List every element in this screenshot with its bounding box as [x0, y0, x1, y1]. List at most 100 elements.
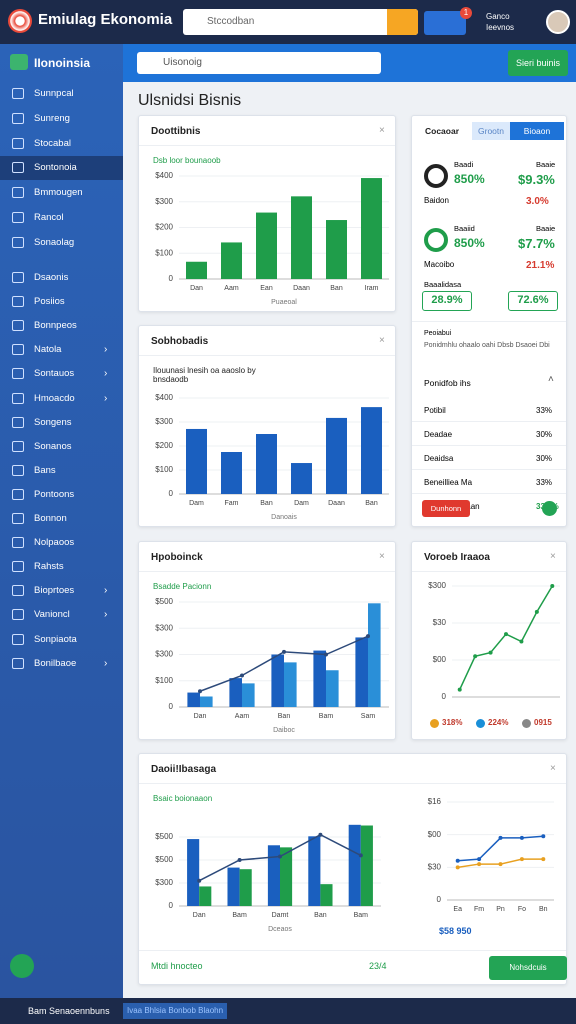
nav-item[interactable]: Posiios: [34, 296, 65, 308]
marker: [550, 584, 555, 588]
card-title: Sobhobadis: [151, 336, 209, 347]
y-tick-label: $400: [155, 393, 173, 402]
marker: [519, 857, 524, 862]
chevron: ›: [104, 609, 108, 621]
x-tick-label: Ea: [453, 906, 462, 913]
primary-button[interactable]: Nohsdcuis: [489, 956, 567, 980]
card: Daoii!Ibasaga × Bsaic boionaaon 0 $300 $500 $5…: [138, 753, 567, 985]
ring: [424, 164, 448, 188]
y-tick-label: $300: [155, 197, 173, 206]
nav-item[interactable]: Nolpaoos: [34, 537, 75, 549]
nav-item[interactable]: Sunreng: [34, 112, 70, 124]
y-tick-label: $00: [433, 655, 447, 664]
search-button[interactable]: [387, 9, 418, 35]
search-box[interactable]: Stccodban: [183, 9, 418, 35]
nav-item[interactable]: Bonilbaoe: [34, 657, 77, 669]
ring: [424, 228, 448, 252]
legend-label: 318%: [442, 718, 463, 727]
nav-item[interactable]: Songens: [34, 416, 72, 428]
toolbar-search[interactable]: Uisonoig: [137, 52, 381, 74]
nav-item[interactable]: Sonanos: [34, 440, 72, 452]
x-tick-label: Sam: [361, 713, 376, 720]
nav-item[interactable]: Natola: [34, 344, 62, 356]
y-tick-label: $200: [155, 223, 173, 232]
marker: [477, 862, 482, 867]
nav-item[interactable]: Bonnpeos: [34, 320, 77, 332]
x-tick-label: Pn: [496, 906, 505, 913]
row-divider: [412, 421, 566, 422]
nav-item[interactable]: Sonpiaota: [34, 633, 77, 645]
chart: 0 $100 $300 $300 $500 Dan Aam Ban Bam Sam Daiboc: [155, 597, 389, 734]
footer-link[interactable]: Ivaa Bhlsia Bonbob Blaohn: [123, 1003, 228, 1019]
close[interactable]: ×: [550, 763, 556, 774]
stat-label: Baaiid: [454, 224, 475, 233]
nav-item[interactable]: Vanioncl: [34, 609, 70, 621]
bar: [271, 654, 284, 707]
sidebar: IIonoinsia Sunnpcal Sunreng Stocabal Sonton…: [0, 44, 123, 998]
y-tick-label: 0: [169, 489, 174, 498]
toolbar-action[interactable]: Sieri buinis: [508, 50, 568, 76]
nav-item[interactable]: Bans: [34, 464, 56, 476]
nav-item[interactable]: Dsaonis: [34, 272, 69, 283]
card-subtitle: Bsadde Pacionn: [153, 582, 212, 591]
card-title: Hpoboinck: [151, 552, 203, 563]
nav-item[interactable]: Rancol: [34, 212, 64, 223]
divider: [412, 321, 566, 322]
logo: Emiulag Ekonomia: [38, 11, 173, 28]
marker: [197, 878, 202, 883]
nav-item[interactable]: Pontoons: [34, 488, 75, 500]
legend-label: 0915: [534, 718, 552, 727]
nav-item[interactable]: Rahsts: [34, 561, 64, 573]
bar: [326, 417, 347, 494]
tab[interactable]: Grootn: [472, 122, 510, 140]
search-placeholder: Stccodban: [207, 16, 255, 27]
stat-value: 850%: [454, 236, 485, 250]
nav-item[interactable]: Stocabal: [34, 137, 71, 149]
x-tick-label: Ean: [260, 285, 273, 292]
marker: [519, 639, 524, 644]
bar: [221, 452, 242, 494]
x-tick-label: Ban: [278, 713, 291, 720]
tab[interactable]: Cocaoar: [424, 126, 459, 136]
close[interactable]: ×: [379, 335, 385, 346]
notification-button[interactable]: [424, 11, 466, 35]
section-title[interactable]: Ponidfob ihs: [424, 378, 471, 388]
bar: [280, 847, 293, 906]
tab[interactable]: Bioaon: [510, 122, 564, 140]
y-tick-label: 0: [169, 702, 174, 711]
chart: 0 $300 $500 $500 Dan Bam Damt Ban Bam Dceaos: [155, 824, 381, 933]
nav-item[interactable]: Hmoacdo: [34, 392, 75, 404]
fab[interactable]: [10, 954, 34, 978]
marker: [498, 862, 503, 867]
x-tick-label: Ban: [260, 500, 273, 507]
stat-sub-label: Macoibo: [424, 260, 455, 269]
marker: [519, 835, 524, 840]
nav-item[interactable]: Bonnon: [34, 513, 67, 524]
card-subtitle: Bsaic boionaaon: [153, 794, 213, 803]
nav-icon: [12, 162, 24, 174]
bar: [291, 196, 312, 279]
nav-item[interactable]: Bioprtoes: [34, 585, 75, 597]
nav-item[interactable]: Bmmougen: [34, 187, 83, 199]
nav-icon: [12, 609, 24, 621]
x-axis-label: Puaeoal: [271, 299, 297, 306]
nav-icon: [12, 513, 24, 524]
nav-item[interactable]: Sunnpcal: [34, 88, 74, 99]
side-panel: Cocaoar Grootn Bioaon Baadi 850% Baaie $9.3% Ba…: [411, 115, 567, 527]
avatar[interactable]: [546, 10, 570, 34]
nav-item[interactable]: Sontauos: [34, 368, 75, 380]
nav-item[interactable]: Sontonoia: [34, 162, 77, 174]
danger-button[interactable]: Dunhonn: [422, 500, 470, 517]
card-header: [139, 542, 395, 572]
y-tick-label: $200: [155, 441, 173, 450]
bar: [221, 242, 242, 279]
collapse[interactable]: ˄: [548, 374, 554, 385]
nav-item[interactable]: Sonaolag: [34, 236, 75, 248]
nav-icon: [12, 112, 24, 124]
bar: [242, 683, 255, 707]
close[interactable]: ×: [379, 551, 385, 562]
close[interactable]: ×: [379, 125, 385, 136]
close[interactable]: ×: [550, 551, 556, 562]
brand-icon: [10, 54, 28, 70]
row-divider: [412, 493, 566, 494]
